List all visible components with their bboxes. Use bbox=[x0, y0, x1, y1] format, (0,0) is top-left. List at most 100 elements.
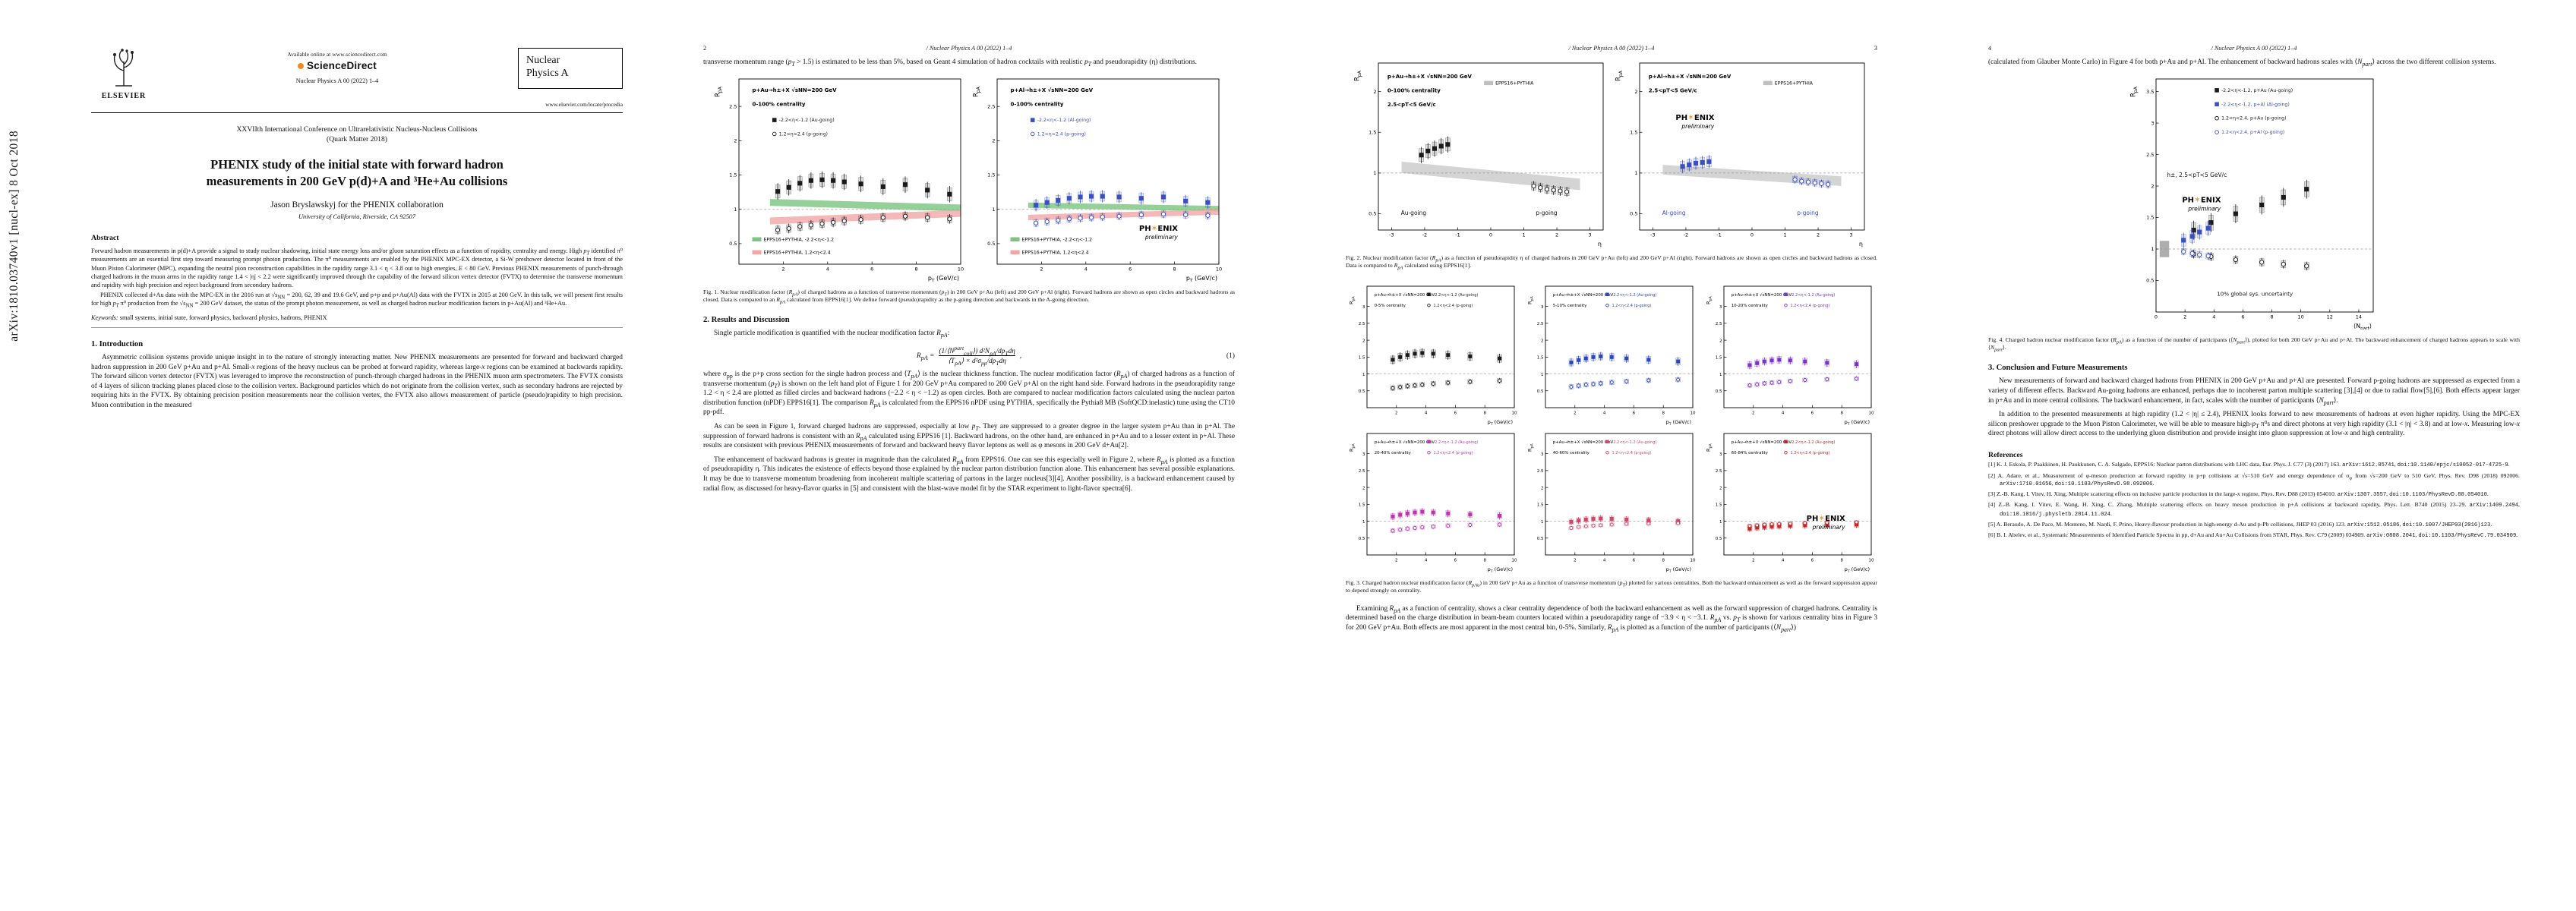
svg-text:1: 1 bbox=[1522, 232, 1525, 238]
svg-text:10: 10 bbox=[1690, 411, 1695, 415]
svg-text:pT (GeV/c): pT (GeV/c) bbox=[1487, 566, 1512, 572]
svg-text:0.5: 0.5 bbox=[1715, 537, 1722, 541]
svg-text:3: 3 bbox=[2151, 120, 2154, 126]
svg-text:3: 3 bbox=[1362, 305, 1365, 310]
svg-text:-2: -2 bbox=[1422, 232, 1427, 238]
figure-panel: -3 -2 -1 0 1 2 3 0.5 1 1.5 2 η RpA p+Al→h±+X √sNN=200… bbox=[1615, 62, 1865, 247]
figure-panel: 2 4 6 8 10 0.5 1 1.5 2 2.5 3 pT (GeV/c) RpA p+Au→h±+X… bbox=[1705, 433, 1874, 572]
svg-text:2: 2 bbox=[1040, 266, 1043, 272]
available-online-text: Available online at www.sciencedirect.co… bbox=[287, 51, 387, 58]
svg-text:0.5: 0.5 bbox=[1536, 389, 1543, 394]
svg-text:1: 1 bbox=[1373, 170, 1376, 176]
svg-text:10: 10 bbox=[1511, 411, 1517, 415]
svg-text:6: 6 bbox=[1632, 411, 1635, 415]
figure-4-caption: Fig. 4. Charged hadron nuclear modificat… bbox=[1988, 336, 2520, 353]
svg-text:EPPS16+PYTHIA, 1.2<η<2.4: EPPS16+PYTHIA, 1.2<η<2.4 bbox=[764, 250, 831, 255]
sciencedirect-logo[interactable]: ScienceDirect bbox=[156, 60, 518, 71]
svg-text:RpA: RpA bbox=[1705, 443, 1713, 451]
equation-tail: , bbox=[1019, 351, 1022, 361]
svg-text:pT (GeV/c): pT (GeV/c) bbox=[1844, 566, 1869, 572]
svg-text:2.5: 2.5 bbox=[987, 103, 995, 109]
svg-text:8: 8 bbox=[915, 266, 918, 272]
svg-text:RpA: RpA bbox=[1705, 295, 1713, 304]
masthead-center: Available online at www.sciencedirect.co… bbox=[156, 48, 518, 84]
svg-text:12: 12 bbox=[2327, 314, 2333, 320]
svg-text:2.5: 2.5 bbox=[1358, 469, 1365, 474]
svg-text:2: 2 bbox=[1574, 558, 1577, 563]
reference-item[interactable]: [4] Z.-B. Kang, I. Vitev, E. Wang, H. Xi… bbox=[1988, 501, 2520, 519]
svg-text:p+Al→h±+X √sNN=200 GeV: p+Al→h±+X √sNN=200 GeV bbox=[1011, 87, 1094, 93]
svg-text:10-20% centrality: 10-20% centrality bbox=[1731, 304, 1768, 308]
page-4: 4 / Nuclear Physics A 00 (2022) 1–4 (cal… bbox=[1968, 43, 2540, 871]
svg-text:2: 2 bbox=[1574, 411, 1577, 415]
svg-text:6: 6 bbox=[2241, 314, 2244, 320]
svg-text:p+Au→h±+X √sNN=200 GeV: p+Au→h±+X √sNN=200 GeV bbox=[753, 87, 838, 93]
reference-item[interactable]: [5] A. Beraudo, A. De Pace, M. Monteno, … bbox=[1988, 521, 2492, 529]
running-head-text: / Nuclear Physics A 00 (2022) 1–4 bbox=[1568, 45, 1655, 52]
reference-item[interactable]: [2] A. Adare, et al., Measurement of φ-m… bbox=[1988, 471, 2520, 488]
svg-text:0: 0 bbox=[1489, 232, 1492, 238]
journal-website-link[interactable]: www.elsevier.com/locate/procedia bbox=[545, 100, 623, 108]
svg-text:2.5: 2.5 bbox=[729, 103, 737, 109]
svg-text:6: 6 bbox=[1810, 411, 1814, 415]
svg-text:3: 3 bbox=[1589, 232, 1592, 238]
figure-panel: 2 4 6 8 10 0.5 1 1.5 2 2.5 3 pT (GeV/c) RpA p+Au→h±+X… bbox=[1705, 285, 1874, 425]
svg-text:pT (GeV/c): pT (GeV/c) bbox=[1665, 419, 1690, 425]
svg-text:2.5: 2.5 bbox=[1536, 469, 1543, 474]
svg-text:1: 1 bbox=[1362, 373, 1365, 377]
page-number: 4 bbox=[1988, 45, 1992, 52]
svg-text:RpA: RpA bbox=[1348, 295, 1356, 304]
svg-text:2: 2 bbox=[1395, 558, 1398, 563]
paragraph: In addition to the presented measurement… bbox=[1988, 411, 2520, 438]
svg-text:p+Au→h±+X √sNN=200 GeV: p+Au→h±+X √sNN=200 GeV bbox=[1387, 74, 1473, 80]
svg-text:preliminary: preliminary bbox=[1681, 123, 1714, 130]
svg-text:4: 4 bbox=[1424, 411, 1427, 415]
svg-text:-3: -3 bbox=[1389, 232, 1394, 238]
svg-text:2: 2 bbox=[1541, 339, 1544, 343]
svg-text:2.5: 2.5 bbox=[1715, 469, 1722, 474]
figure-panel: 2 4 6 8 10 0.5 1 1.5 2 2.5 pT (GeV/c) RpA p+Au→h±+X … bbox=[715, 78, 964, 282]
paragraph: where σpp is the p+p cross section for t… bbox=[703, 370, 1235, 417]
svg-text:6: 6 bbox=[870, 266, 873, 272]
svg-text:-2.2<η<-1.2 (Au-going): -2.2<η<-1.2 (Au-going) bbox=[1790, 440, 1835, 445]
page-3: / Nuclear Physics A 00 (2022) 1–4 3 -3 -2… bbox=[1326, 43, 1897, 871]
keywords-label: Keywords: bbox=[91, 314, 118, 322]
paragraph: Single particle modification is quantifi… bbox=[714, 329, 950, 339]
svg-text:6: 6 bbox=[1810, 558, 1814, 563]
svg-text:1.5: 1.5 bbox=[2146, 214, 2154, 220]
reference-item[interactable]: [6] B. I. Abelev, et al., Systematic Mea… bbox=[1988, 531, 2518, 540]
equation-lhs: RpA = bbox=[916, 351, 935, 362]
figure-panel: -3 -2 -1 0 1 2 3 0.5 1 1.5 2 η RpA p+Au→h±+X √sNN=200… bbox=[1354, 62, 1604, 247]
svg-text:-2: -2 bbox=[1684, 232, 1688, 238]
reference-item[interactable]: [1] K. J. Eskola, P. Paakkinen, H. Paukk… bbox=[1988, 461, 2510, 469]
svg-text:6: 6 bbox=[1454, 558, 1457, 563]
svg-text:8: 8 bbox=[1173, 266, 1176, 272]
svg-text:8: 8 bbox=[1483, 411, 1486, 415]
svg-text:1.5: 1.5 bbox=[1368, 129, 1376, 135]
svg-text:RpA: RpA bbox=[1526, 443, 1534, 451]
svg-text:-2.2<η<-1.2 (Au-going): -2.2<η<-1.2 (Au-going) bbox=[1790, 293, 1835, 298]
svg-text:pT (GeV/c): pT (GeV/c) bbox=[928, 275, 959, 282]
svg-text:8: 8 bbox=[1662, 558, 1665, 563]
figure-1-caption: Fig. 1. Nuclear modification factor (RpA… bbox=[703, 288, 1235, 305]
svg-text:2.5: 2.5 bbox=[2146, 151, 2154, 157]
svg-text:0: 0 bbox=[2155, 314, 2158, 320]
svg-text:1.2<η<2.4 (p-going): 1.2<η<2.4 (p-going) bbox=[1433, 304, 1473, 308]
svg-text:1: 1 bbox=[734, 206, 737, 212]
page-2: 2 / Nuclear Physics A 00 (2022) 1–4 tran… bbox=[683, 43, 1255, 871]
svg-text:EPPS16+PYTHIA: EPPS16+PYTHIA bbox=[1775, 81, 1814, 87]
svg-text:3: 3 bbox=[1541, 305, 1544, 310]
svg-text:h±, 2.5<pT<5 GeV/c: h±, 2.5<pT<5 GeV/c bbox=[2167, 172, 2227, 178]
svg-text:10: 10 bbox=[1216, 266, 1222, 272]
reference-item[interactable]: [3] Z.-B. Kang, I. Vitev, H. Xing, Multi… bbox=[1988, 490, 2489, 499]
svg-text:8: 8 bbox=[1662, 411, 1665, 415]
svg-text:1.5: 1.5 bbox=[1358, 355, 1365, 360]
svg-text:10: 10 bbox=[1868, 558, 1874, 563]
svg-text:4: 4 bbox=[1084, 266, 1088, 272]
running-head-text: / Nuclear Physics A 00 (2022) 1–4 bbox=[926, 45, 1012, 52]
svg-text:p+Au→h±+X √sNN=200 GeV: p+Au→h±+X √sNN=200 GeV bbox=[1374, 440, 1435, 445]
equation-numerator: (1/⟨Npartcoll⟩) d²NpA/dpTdη bbox=[939, 344, 1015, 357]
keywords-line: Keywords: small systems, initial state, … bbox=[91, 314, 623, 321]
svg-text:2: 2 bbox=[1719, 486, 1722, 490]
svg-text:1.5: 1.5 bbox=[987, 172, 995, 178]
